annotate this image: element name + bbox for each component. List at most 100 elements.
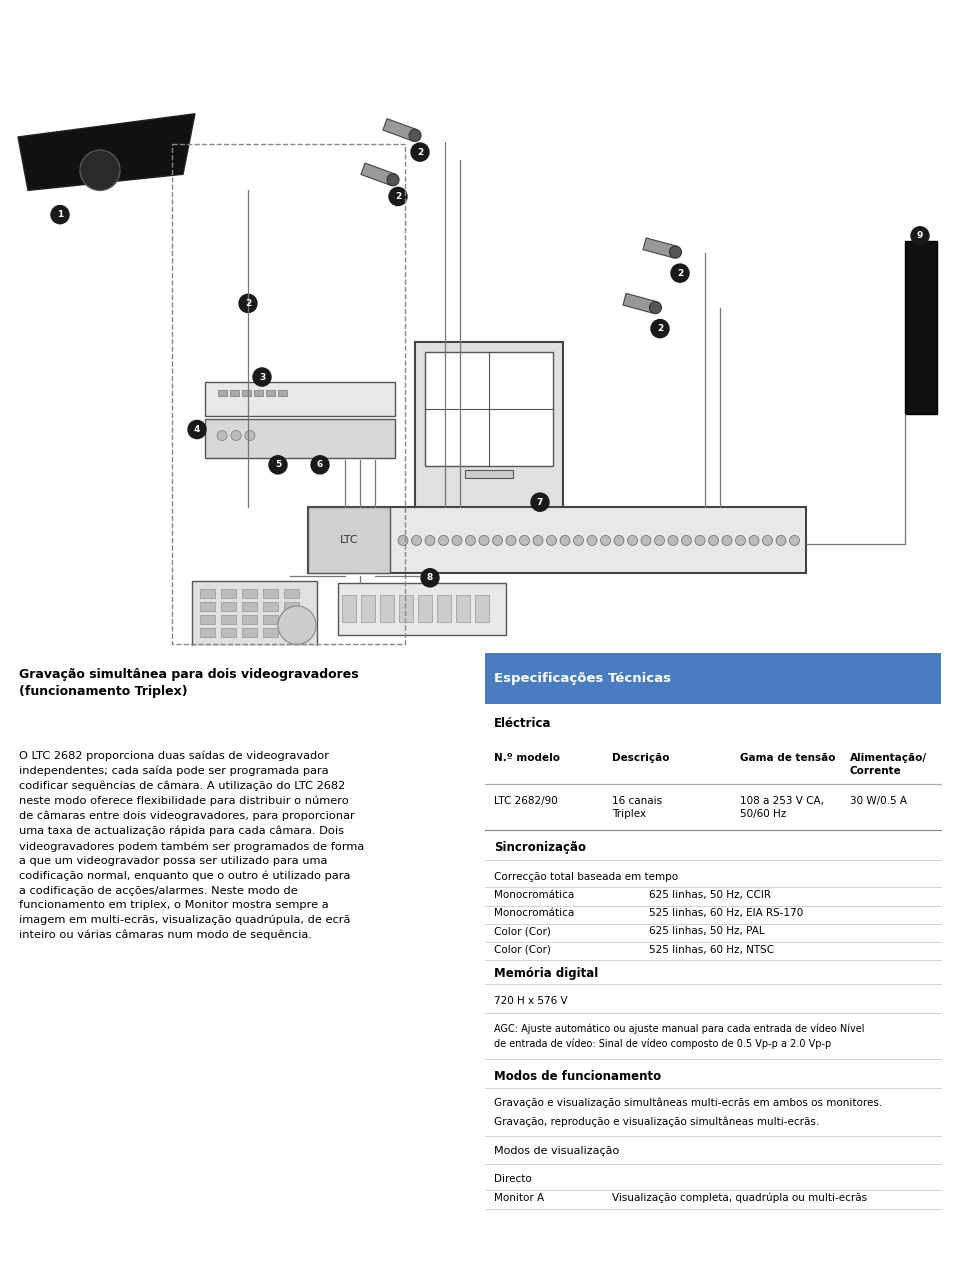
Text: Alimentação/
Corrente: Alimentação/ Corrente — [850, 753, 926, 776]
Bar — [342, 595, 356, 622]
Text: Correcção total baseada em tempo: Correcção total baseada em tempo — [493, 872, 678, 882]
Bar — [263, 628, 278, 637]
Bar — [221, 589, 236, 598]
Circle shape — [278, 605, 316, 644]
Bar — [242, 589, 257, 598]
Bar — [242, 390, 251, 397]
Text: Gravação simultânea para dois videogravadores
(funcionamento Triplex): Gravação simultânea para dois videograva… — [19, 668, 359, 698]
Text: AGC: Ajuste automático ou ajuste manual para cada entrada de vídeo Nível
de entr: AGC: Ajuste automático ou ajuste manual … — [493, 1024, 864, 1048]
Circle shape — [735, 535, 746, 545]
Circle shape — [911, 227, 929, 244]
Bar — [266, 390, 275, 397]
Text: 2: 2 — [657, 324, 663, 333]
Text: 720 H x 576 V: 720 H x 576 V — [493, 996, 567, 1006]
Text: Monocromática: Monocromática — [493, 909, 574, 918]
Circle shape — [245, 430, 255, 440]
Bar — [192, 581, 317, 654]
Bar — [465, 470, 513, 477]
Bar — [485, 653, 941, 704]
Text: Monitor A: Monitor A — [493, 1193, 544, 1203]
Text: 2: 2 — [677, 269, 684, 278]
Bar — [221, 628, 236, 637]
Circle shape — [614, 535, 624, 545]
Circle shape — [601, 535, 611, 545]
Polygon shape — [623, 293, 657, 314]
Circle shape — [389, 187, 407, 206]
Circle shape — [650, 302, 661, 314]
Circle shape — [762, 535, 773, 545]
Text: Color (Cor): Color (Cor) — [493, 927, 551, 937]
Bar — [380, 595, 394, 622]
Circle shape — [421, 568, 439, 586]
Bar — [205, 383, 395, 416]
Text: 1: 1 — [57, 210, 63, 219]
Circle shape — [387, 174, 399, 186]
Circle shape — [398, 535, 408, 545]
Circle shape — [506, 535, 516, 545]
Circle shape — [412, 535, 421, 545]
Circle shape — [655, 535, 664, 545]
Circle shape — [492, 535, 502, 545]
Bar — [308, 507, 390, 572]
Circle shape — [411, 143, 429, 161]
Text: 7: 7 — [537, 498, 543, 507]
Bar — [475, 595, 489, 622]
Circle shape — [466, 535, 475, 545]
Text: Descrição: Descrição — [612, 753, 670, 763]
Circle shape — [519, 535, 530, 545]
Circle shape — [531, 493, 549, 511]
Circle shape — [253, 367, 271, 387]
Text: 5: 5 — [275, 461, 281, 470]
Circle shape — [80, 150, 120, 191]
Circle shape — [722, 535, 732, 545]
Text: Color (Cor): Color (Cor) — [493, 945, 551, 955]
Circle shape — [231, 430, 241, 440]
Circle shape — [668, 535, 678, 545]
Circle shape — [51, 206, 69, 224]
Bar — [200, 602, 215, 611]
Circle shape — [671, 264, 689, 282]
Bar — [200, 628, 215, 637]
Circle shape — [269, 456, 287, 474]
Circle shape — [546, 535, 557, 545]
Text: 8: 8 — [427, 573, 433, 582]
Text: 625 linhas, 50 Hz, PAL: 625 linhas, 50 Hz, PAL — [649, 927, 764, 937]
Polygon shape — [383, 119, 417, 141]
Circle shape — [533, 535, 543, 545]
Text: 9: 9 — [917, 232, 924, 241]
Bar — [284, 602, 299, 611]
Bar — [284, 589, 299, 598]
Circle shape — [188, 420, 206, 439]
Circle shape — [628, 535, 637, 545]
Bar — [418, 595, 432, 622]
Text: Modos de funcionamento: Modos de funcionamento — [493, 1070, 661, 1083]
Text: Gravação, reprodução e visualização simultâneas multi-ecrãs.: Gravação, reprodução e visualização simu… — [493, 1116, 819, 1126]
Bar — [200, 589, 215, 598]
Bar — [205, 420, 395, 458]
Bar — [905, 241, 937, 415]
Circle shape — [749, 535, 759, 545]
Bar — [284, 628, 299, 637]
Circle shape — [311, 456, 329, 474]
Text: Especificações Técnicas: Especificações Técnicas — [493, 672, 671, 686]
Bar — [263, 602, 278, 611]
Circle shape — [682, 535, 691, 545]
Polygon shape — [18, 114, 195, 191]
Circle shape — [708, 535, 718, 545]
Circle shape — [651, 320, 669, 338]
Bar — [263, 589, 278, 598]
Circle shape — [425, 535, 435, 545]
Text: 625 linhas, 50 Hz, CCIR: 625 linhas, 50 Hz, CCIR — [649, 890, 771, 900]
Text: 2: 2 — [245, 300, 252, 308]
Bar — [338, 582, 506, 635]
Circle shape — [239, 294, 257, 312]
Bar — [425, 352, 553, 466]
Bar — [284, 616, 299, 625]
Polygon shape — [643, 238, 677, 259]
Circle shape — [641, 535, 651, 545]
Text: 525 linhas, 60 Hz, EIA RS-170: 525 linhas, 60 Hz, EIA RS-170 — [649, 909, 804, 918]
Text: 4 | Sistema de Gestão de Vídeo Séries LTC 2682/90 System4: 4 | Sistema de Gestão de Vídeo Séries LT… — [12, 17, 431, 32]
Bar — [278, 390, 287, 397]
Bar — [221, 602, 236, 611]
Circle shape — [669, 246, 682, 259]
